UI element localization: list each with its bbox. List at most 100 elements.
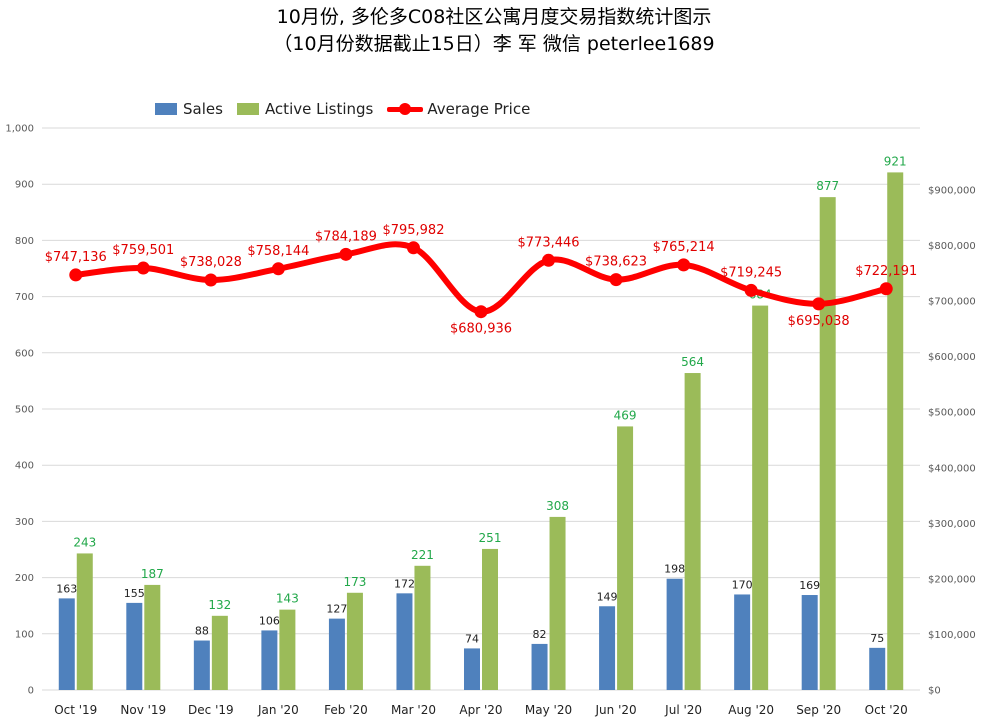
y-left-tick-label: 400 (15, 461, 34, 472)
chart-legend: Sales Active Listings Average Price (155, 98, 544, 120)
listings-bar (346, 592, 363, 690)
price-marker (879, 282, 893, 296)
listings-data-label: 877 (816, 179, 839, 193)
chart-title: 10月份, 多伦多C08社区公寓月度交易指数统计图示 （10月份数据截止15日）… (0, 4, 988, 58)
sales-bar (801, 595, 818, 690)
y-left-tick-label: 800 (15, 236, 34, 247)
sales-data-label: 172 (394, 577, 415, 590)
y-right-tick-label: $200,000 (928, 574, 976, 585)
listings-data-label: 132 (208, 598, 231, 612)
price-marker (812, 297, 826, 311)
y-left-tick-label: 200 (15, 573, 34, 584)
sales-bar (666, 578, 683, 690)
x-tick-label: Oct '20 (865, 703, 908, 717)
x-tick-label: Jan '20 (257, 703, 299, 717)
legend-item-sales: Sales (155, 100, 223, 118)
listings-data-label: 187 (141, 567, 164, 581)
listings-bar (144, 584, 161, 690)
sales-bar (58, 598, 75, 690)
price-data-label: $784,189 (315, 229, 377, 244)
x-tick-label: Jun '20 (595, 703, 637, 717)
sales-bar (869, 647, 886, 690)
listings-data-label: 308 (546, 499, 569, 513)
y-left-tick-label: 300 (15, 517, 34, 528)
listings-bar (819, 197, 836, 690)
sales-bar (328, 618, 345, 690)
listings-bar (414, 565, 431, 690)
y-right-tick-label: $0 (928, 686, 941, 697)
y-right-tick-label: $100,000 (928, 630, 976, 641)
listings-bar (76, 553, 93, 690)
x-tick-label: Feb '20 (324, 703, 368, 717)
y-right-tick-label: $400,000 (928, 463, 976, 474)
legend-item-listings: Active Listings (236, 100, 374, 118)
y-left-tick-label: 600 (15, 348, 34, 359)
y-right-tick-label: $300,000 (928, 519, 976, 530)
sales-data-label: 169 (799, 579, 820, 592)
sales-data-label: 74 (465, 632, 479, 645)
price-marker (204, 273, 218, 287)
y-left-tick-label: 900 (15, 180, 34, 191)
legend-label-price: Average Price (427, 100, 531, 118)
price-marker (744, 283, 758, 297)
sales-bar (261, 630, 278, 690)
sales-data-label: 106 (259, 614, 280, 627)
x-tick-label: Oct '19 (54, 703, 97, 717)
listings-data-label: 469 (614, 408, 637, 422)
legend-swatch-sales (155, 103, 177, 115)
price-marker (339, 247, 353, 261)
price-data-label: $738,028 (180, 255, 242, 270)
x-tick-label: Nov '19 (120, 703, 166, 717)
price-data-label: $758,144 (247, 244, 309, 259)
y-left-tick-label: 500 (15, 405, 34, 416)
price-data-label: $695,038 (788, 314, 850, 329)
sales-bar (396, 593, 413, 690)
listings-data-label: 564 (681, 355, 704, 369)
y-right-tick-label: $600,000 (928, 352, 976, 363)
x-tick-label: Mar '20 (391, 703, 436, 717)
listings-bar (211, 615, 228, 690)
listings-bar (752, 305, 769, 690)
legend-item-price: Average Price (387, 100, 530, 118)
x-tick-label: May '20 (525, 703, 572, 717)
sales-bar (599, 606, 616, 690)
legend-label-listings: Active Listings (264, 100, 374, 118)
listings-bar (279, 609, 296, 690)
price-data-label: $795,982 (382, 223, 444, 238)
sales-bar (126, 602, 143, 690)
chart-title-line-1: 10月份, 多伦多C08社区公寓月度交易指数统计图示 (276, 6, 712, 28)
listings-data-label: 243 (73, 535, 96, 549)
y-right-tick-label: $800,000 (928, 241, 976, 252)
y-left-tick-label: 100 (15, 629, 34, 640)
y-left-tick-label: 700 (15, 292, 34, 303)
listings-bar (887, 172, 904, 690)
x-tick-label: Apr '20 (459, 703, 502, 717)
sales-data-label: 82 (533, 628, 547, 641)
x-tick-label: Aug '20 (728, 703, 774, 717)
price-marker (542, 253, 556, 267)
y-left-tick-label: 0 (28, 686, 34, 697)
sales-data-label: 163 (56, 582, 77, 595)
price-data-label: $722,191 (855, 264, 917, 279)
sales-data-label: 75 (870, 632, 884, 645)
price-marker (69, 268, 83, 282)
sales-data-label: 155 (124, 587, 145, 600)
listings-bar (617, 426, 634, 690)
price-data-label: $747,136 (45, 250, 107, 265)
listings-bar (482, 548, 498, 690)
sales-bar (734, 594, 751, 690)
sales-data-label: 198 (664, 563, 685, 576)
price-data-label: $773,446 (518, 235, 580, 250)
price-data-label: $738,623 (585, 255, 647, 270)
listings-data-label: 251 (479, 531, 502, 545)
listings-data-label: 221 (411, 548, 434, 562)
x-tick-label: Dec '19 (188, 703, 234, 717)
price-data-label: $719,245 (720, 265, 782, 280)
price-marker (271, 262, 285, 276)
x-tick-label: Sep '20 (796, 703, 841, 717)
listings-data-label: 143 (276, 592, 299, 606)
sales-data-label: 149 (597, 590, 618, 603)
sales-bar (193, 640, 210, 690)
price-marker (474, 305, 488, 319)
